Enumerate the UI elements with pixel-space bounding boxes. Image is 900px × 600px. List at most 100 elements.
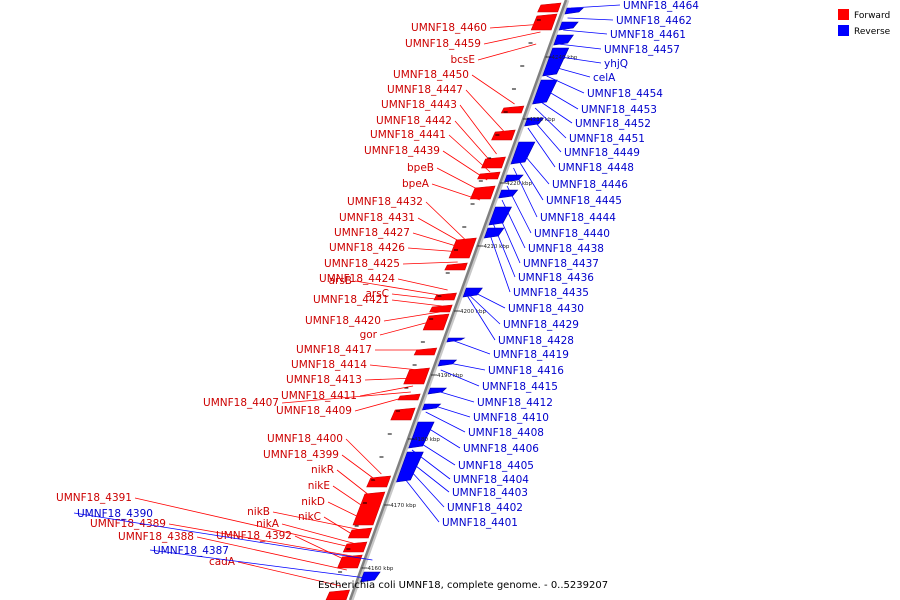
reverse-gene-block bbox=[360, 571, 381, 583]
tick-label: 4190 kbp bbox=[437, 373, 463, 379]
tick-label: 4210 kbp bbox=[483, 244, 509, 250]
forward-leader-line bbox=[237, 561, 342, 587]
forward-gene-block bbox=[422, 313, 450, 331]
forward-gene-label: cadA bbox=[209, 556, 236, 568]
forward-leader-line bbox=[336, 469, 373, 499]
reverse-gene-label: UMNF18_4416 bbox=[488, 365, 564, 377]
forward-gene-label: UMNF18_4427 bbox=[334, 227, 410, 239]
forward-leader-line bbox=[454, 120, 494, 165]
forward-gene-block bbox=[491, 129, 516, 141]
forward-gene-label: nikB bbox=[247, 506, 270, 518]
forward-leader-line bbox=[391, 293, 445, 301]
forward-leader-line bbox=[327, 501, 365, 521]
forward-gene-block bbox=[352, 491, 386, 526]
reverse-gene-label: UMNF18_4387 bbox=[153, 545, 229, 557]
reverse-gene-label: UMNF18_4410 bbox=[473, 412, 549, 424]
forward-gene-label: UMNF18_4399 bbox=[263, 449, 339, 461]
forward-leader-line bbox=[412, 232, 463, 249]
reverse-gene-label: UMNF18_4448 bbox=[558, 162, 634, 174]
reverse-leader-line bbox=[408, 459, 450, 493]
forward-gene-label: UMNF18_4391 bbox=[56, 492, 132, 504]
reverse-leader-line bbox=[550, 65, 591, 78]
forward-leader-line bbox=[459, 104, 497, 155]
forward-gene-label: UMNF18_4392 bbox=[216, 530, 292, 542]
forward-gene-block bbox=[325, 589, 351, 600]
legend: Forward Reverse bbox=[838, 9, 891, 37]
forward-label-layer: UMNF18_4460 UMNF18_4459 bcsE UMNF18_4450 UMN… bbox=[56, 22, 544, 587]
reverse-leader-line bbox=[516, 157, 544, 201]
reverse-leader-line bbox=[492, 223, 516, 278]
reverse-leader-line bbox=[537, 99, 573, 124]
forward-leader-line bbox=[431, 183, 481, 201]
reverse-leader-line bbox=[411, 449, 451, 480]
forward-gene-label: UMNF18_4400 bbox=[267, 433, 343, 445]
forward-gene-label: UMNF18_4424 bbox=[319, 273, 395, 285]
forward-leader-line bbox=[332, 485, 369, 511]
reverse-leader-line bbox=[513, 167, 538, 218]
forward-gene-label: UMNF18_4459 bbox=[405, 38, 481, 50]
forward-gene-block bbox=[413, 347, 438, 356]
tick-label: 4200 kbp bbox=[460, 309, 486, 315]
reverse-gene-label: UMNF18_4453 bbox=[581, 104, 657, 116]
forward-leader-line bbox=[196, 536, 347, 571]
reverse-leader-line bbox=[425, 411, 466, 433]
reverse-gene-block bbox=[564, 7, 584, 15]
reverse-gene-block bbox=[504, 174, 524, 183]
forward-leader-line bbox=[471, 74, 515, 105]
forward-leader-line bbox=[341, 454, 379, 483]
reverse-leader-line bbox=[571, 4, 621, 9]
reverse-leader-line bbox=[531, 117, 562, 153]
reverse-leader-line bbox=[415, 439, 456, 466]
reverse-leader-line bbox=[402, 475, 440, 523]
reverse-leader-line bbox=[73, 512, 373, 561]
forward-leader-line bbox=[425, 201, 466, 241]
forward-leader-line bbox=[379, 319, 437, 336]
forward-gene-label: UMNF18_4407 bbox=[203, 397, 279, 409]
reverse-gene-block bbox=[396, 451, 424, 483]
reverse-gene-block bbox=[542, 47, 570, 77]
forward-leader-line bbox=[369, 364, 419, 371]
forward-leader-line bbox=[489, 23, 544, 29]
forward-gene-label: gor bbox=[360, 329, 378, 341]
reverse-leader-line bbox=[451, 339, 491, 355]
forward-gene-block bbox=[429, 304, 453, 313]
tick-label: 4160 kbp bbox=[368, 566, 394, 572]
reverse-gene-label: UMNF18_4446 bbox=[552, 179, 628, 191]
forward-leader-line bbox=[465, 89, 505, 133]
forward-gene-block bbox=[403, 367, 430, 385]
backbone-shadow bbox=[349, 0, 570, 600]
reverse-gene-label: UMNF18_4406 bbox=[463, 443, 539, 455]
forward-gene-block bbox=[397, 393, 421, 401]
forward-leader-line bbox=[345, 438, 382, 475]
reverse-gene-label: UMNF18_4435 bbox=[513, 287, 589, 299]
forward-gene-label: bpeA bbox=[402, 178, 430, 190]
forward-leader-line bbox=[436, 167, 484, 193]
forward-gene-label: UMNF18_4421 bbox=[313, 294, 389, 306]
reverse-leader-line bbox=[558, 43, 602, 50]
reverse-gene-label: UMNF18_4401 bbox=[442, 517, 518, 529]
tick-label: 4180 kbp bbox=[414, 437, 440, 443]
reverse-gene-label: UMNF18_4419 bbox=[493, 349, 569, 361]
tick-label: 4230 kbp bbox=[529, 117, 555, 123]
forward-gene-label: nikD bbox=[301, 496, 325, 508]
reverse-gene-block bbox=[524, 117, 545, 127]
reverse-gene-label: UMNF18_4457 bbox=[604, 44, 680, 56]
forward-gene-block bbox=[469, 185, 496, 200]
reverse-gene-label: UMNF18_4415 bbox=[482, 381, 558, 393]
forward-gene-block bbox=[530, 13, 558, 31]
reverse-leader-line bbox=[567, 17, 614, 21]
forward-leader-line bbox=[281, 523, 357, 545]
reverse-leader-line bbox=[534, 107, 567, 139]
forward-leader-line bbox=[294, 535, 350, 563]
reverse-gene-label: UMNF18_4430 bbox=[508, 303, 584, 315]
reverse-gene-block bbox=[462, 287, 483, 298]
reverse-gene-label: UMNF18_4461 bbox=[610, 29, 686, 41]
forward-gene-label: nikR bbox=[311, 464, 334, 476]
reverse-gene-label: UMNF18_4437 bbox=[523, 258, 599, 270]
forward-leader-line bbox=[272, 511, 362, 531]
reverse-gene-label: UMNF18_4428 bbox=[498, 335, 574, 347]
forward-leader-line bbox=[323, 516, 359, 539]
reverse-gene-label: UMNF18_4403 bbox=[452, 487, 528, 499]
reverse-gene-label: yhjQ bbox=[604, 58, 628, 70]
forward-leader-line bbox=[391, 299, 442, 307]
